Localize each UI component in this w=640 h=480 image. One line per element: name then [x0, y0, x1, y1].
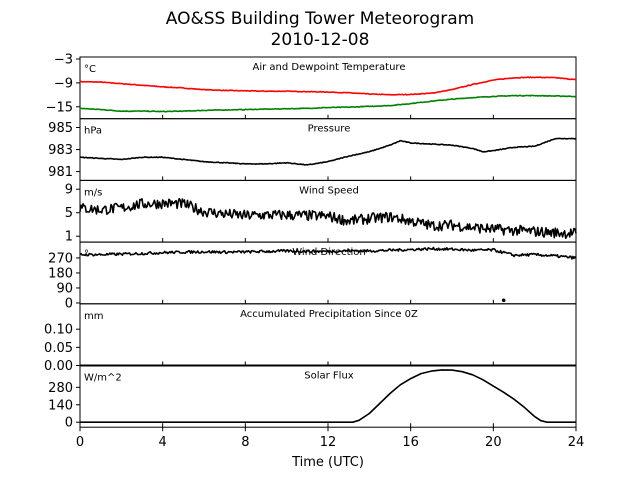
panel-title: Air and Dewpoint Temperature — [253, 62, 406, 73]
series-line-1 — [79, 137, 577, 166]
x-tick-label: 0 — [76, 435, 84, 450]
panel-title: Pressure — [308, 124, 351, 135]
y-tick-label: 1 — [65, 230, 73, 245]
panel-2: 985 983 981 Pressure hPa — [48, 118, 577, 181]
series-line-1 — [79, 76, 577, 96]
panel-3: 9 5 1 Wind Speed m/s — [65, 179, 577, 245]
chart-title: AO&SS Building Tower Meteorogram — [166, 9, 474, 29]
series-line-1 — [79, 197, 577, 239]
y-tick-label: 5 — [65, 206, 73, 221]
x-tick-label: 16 — [402, 435, 419, 450]
y-tick-label: −3 — [54, 52, 73, 67]
y-tick-label: 180 — [48, 266, 73, 281]
y-tick-label: 0.00 — [44, 359, 73, 374]
panel-title: Wind Speed — [299, 185, 359, 196]
panel-6: 280 140 0 Solar Flux W/m^2 — [48, 365, 577, 431]
panel-title: Accumulated Precipitation Since 0Z — [240, 309, 418, 320]
outlier-point — [501, 298, 506, 303]
x-tick-label: 24 — [568, 435, 585, 450]
y-tick-label: −15 — [46, 100, 73, 115]
x-axis: 0 4 8 12 16 20 24 — [76, 427, 584, 450]
series-line-1 — [80, 369, 576, 423]
series-line-2 — [79, 94, 577, 113]
series-line-1 — [79, 246, 577, 260]
y-tick-label: 983 — [48, 143, 73, 158]
panel-1: −3 −9 −15 Air and Dewpoint Temperature °C — [46, 52, 577, 120]
y-tick-label: 280 — [48, 381, 73, 396]
panel-unit: m/s — [84, 187, 102, 198]
y-tick-label: 0.05 — [44, 341, 73, 356]
panels: −3 −9 −15 Air and Dewpoint Temperature °C 985… — [44, 52, 577, 431]
panel-title: Wind Direction — [292, 247, 366, 258]
chart-subtitle: 2010-12-08 — [271, 30, 370, 50]
panel-unit: hPa — [84, 126, 102, 137]
panel-unit: W/m^2 — [84, 373, 122, 384]
y-tick-label: 981 — [48, 165, 73, 180]
x-tick-label: 12 — [320, 435, 337, 450]
panel-unit: °C — [84, 64, 96, 75]
y-tick-label: 0 — [65, 416, 73, 431]
y-tick-label: 270 — [48, 251, 73, 266]
y-tick-label: −9 — [54, 76, 73, 91]
x-tick-label: 8 — [241, 435, 249, 450]
x-tick-label: 4 — [159, 435, 167, 450]
panel-5: 0.10 0.05 0.00 Accumulated Precipitation Si… — [44, 303, 577, 374]
panel-title: Solar Flux — [304, 371, 354, 382]
panel-unit: ° — [84, 249, 89, 260]
y-tick-label: 0 — [65, 296, 73, 311]
y-tick-label: 140 — [48, 398, 73, 413]
y-tick-label: 985 — [48, 121, 73, 136]
y-tick-label: 9 — [65, 183, 73, 198]
x-axis-title: Time (UTC) — [291, 455, 364, 470]
y-tick-label: 90 — [56, 281, 73, 296]
x-tick-label: 20 — [485, 435, 502, 450]
panel-unit: mm — [84, 311, 103, 322]
y-tick-label: 0.10 — [44, 323, 73, 338]
